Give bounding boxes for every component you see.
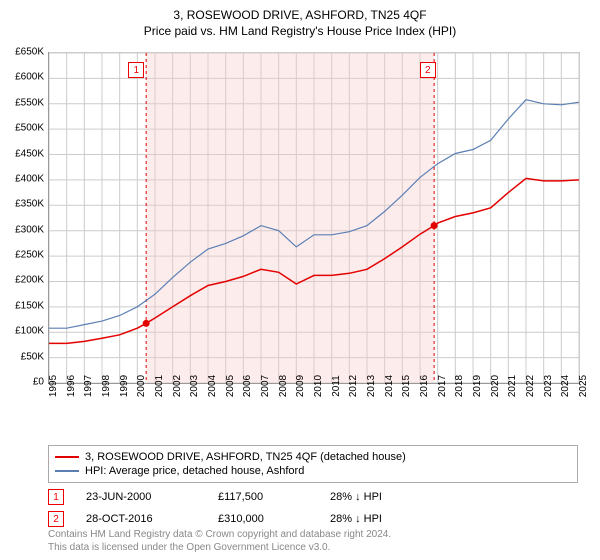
y-tick-label: £50K bbox=[21, 351, 44, 362]
plot-area bbox=[48, 52, 580, 384]
legend-item: 3, ROSEWOOD DRIVE, ASHFORD, TN25 4QF (de… bbox=[55, 450, 571, 464]
x-tick-label: 2013 bbox=[366, 375, 377, 397]
y-tick-label: £300K bbox=[15, 224, 44, 235]
x-tick-label: 2008 bbox=[278, 375, 289, 397]
y-tick-label: £350K bbox=[15, 199, 44, 210]
transaction-pct: 28% ↓ HPI bbox=[330, 513, 430, 525]
x-tick-label: 2003 bbox=[189, 375, 200, 397]
x-tick-label: 1998 bbox=[101, 375, 112, 397]
y-tick-label: £550K bbox=[15, 97, 44, 108]
x-tick-label: 2025 bbox=[578, 375, 589, 397]
transaction-price: £310,000 bbox=[218, 513, 308, 525]
y-tick-label: £250K bbox=[15, 250, 44, 261]
x-tick-label: 1999 bbox=[119, 375, 130, 397]
y-tick-label: £650K bbox=[15, 47, 44, 58]
transaction-table: 1 23-JUN-2000 £117,500 28% ↓ HPI 2 28-OC… bbox=[48, 486, 578, 530]
x-tick-label: 2012 bbox=[348, 375, 359, 397]
x-tick-label: 2024 bbox=[560, 375, 571, 397]
chart-container: 3, ROSEWOOD DRIVE, ASHFORD, TN25 4QF Pri… bbox=[0, 0, 600, 560]
transaction-pct: 28% ↓ HPI bbox=[330, 491, 430, 503]
callout-marker-icon: 2 bbox=[420, 62, 436, 78]
x-tick-label: 2001 bbox=[154, 375, 165, 397]
y-tick-label: £500K bbox=[15, 123, 44, 134]
chart-svg bbox=[49, 53, 579, 383]
x-tick-label: 2018 bbox=[454, 375, 465, 397]
x-tick-label: 2015 bbox=[401, 375, 412, 397]
transaction-marker-icon: 1 bbox=[48, 489, 64, 505]
x-tick-label: 2009 bbox=[295, 375, 306, 397]
legend: 3, ROSEWOOD DRIVE, ASHFORD, TN25 4QF (de… bbox=[48, 445, 578, 483]
y-tick-label: £0 bbox=[33, 377, 44, 388]
callout-marker-icon: 1 bbox=[128, 62, 144, 78]
legend-swatch bbox=[55, 456, 79, 458]
x-tick-label: 2014 bbox=[384, 375, 395, 397]
y-tick-label: £150K bbox=[15, 300, 44, 311]
x-tick-label: 2005 bbox=[225, 375, 236, 397]
x-tick-label: 2023 bbox=[543, 375, 554, 397]
x-tick-label: 2010 bbox=[313, 375, 324, 397]
transaction-row: 2 28-OCT-2016 £310,000 28% ↓ HPI bbox=[48, 508, 578, 530]
legend-label: HPI: Average price, detached house, Ashf… bbox=[85, 465, 304, 477]
legend-label: 3, ROSEWOOD DRIVE, ASHFORD, TN25 4QF (de… bbox=[85, 451, 406, 463]
x-tick-label: 1996 bbox=[66, 375, 77, 397]
legend-swatch bbox=[55, 470, 79, 472]
x-tick-label: 2016 bbox=[419, 375, 430, 397]
transaction-marker-icon: 2 bbox=[48, 511, 64, 527]
x-tick-label: 2019 bbox=[472, 375, 483, 397]
transaction-row: 1 23-JUN-2000 £117,500 28% ↓ HPI bbox=[48, 486, 578, 508]
x-tick-label: 2000 bbox=[136, 375, 147, 397]
transaction-date: 23-JUN-2000 bbox=[86, 491, 196, 503]
x-tick-label: 2004 bbox=[207, 375, 218, 397]
chart-subtitle: Price paid vs. HM Land Registry's House … bbox=[0, 22, 600, 38]
x-tick-label: 2006 bbox=[242, 375, 253, 397]
attribution-line: Contains HM Land Registry data © Crown c… bbox=[48, 528, 578, 541]
transaction-date: 28-OCT-2016 bbox=[86, 513, 196, 525]
x-tick-label: 2022 bbox=[525, 375, 536, 397]
y-tick-label: £100K bbox=[15, 326, 44, 337]
x-tick-label: 2017 bbox=[437, 375, 448, 397]
transaction-price: £117,500 bbox=[218, 491, 308, 503]
x-tick-label: 2007 bbox=[260, 375, 271, 397]
attribution: Contains HM Land Registry data © Crown c… bbox=[48, 528, 578, 554]
y-tick-label: £450K bbox=[15, 148, 44, 159]
attribution-line: This data is licensed under the Open Gov… bbox=[48, 541, 578, 554]
y-tick-label: £400K bbox=[15, 173, 44, 184]
x-tick-label: 2021 bbox=[507, 375, 518, 397]
x-tick-label: 1997 bbox=[83, 375, 94, 397]
x-tick-label: 1995 bbox=[48, 375, 59, 397]
legend-item: HPI: Average price, detached house, Ashf… bbox=[55, 464, 571, 478]
x-tick-label: 2011 bbox=[331, 375, 342, 397]
x-tick-label: 2020 bbox=[490, 375, 501, 397]
chart-title: 3, ROSEWOOD DRIVE, ASHFORD, TN25 4QF bbox=[0, 0, 600, 22]
y-tick-label: £600K bbox=[15, 72, 44, 83]
x-tick-label: 2002 bbox=[172, 375, 183, 397]
y-tick-label: £200K bbox=[15, 275, 44, 286]
